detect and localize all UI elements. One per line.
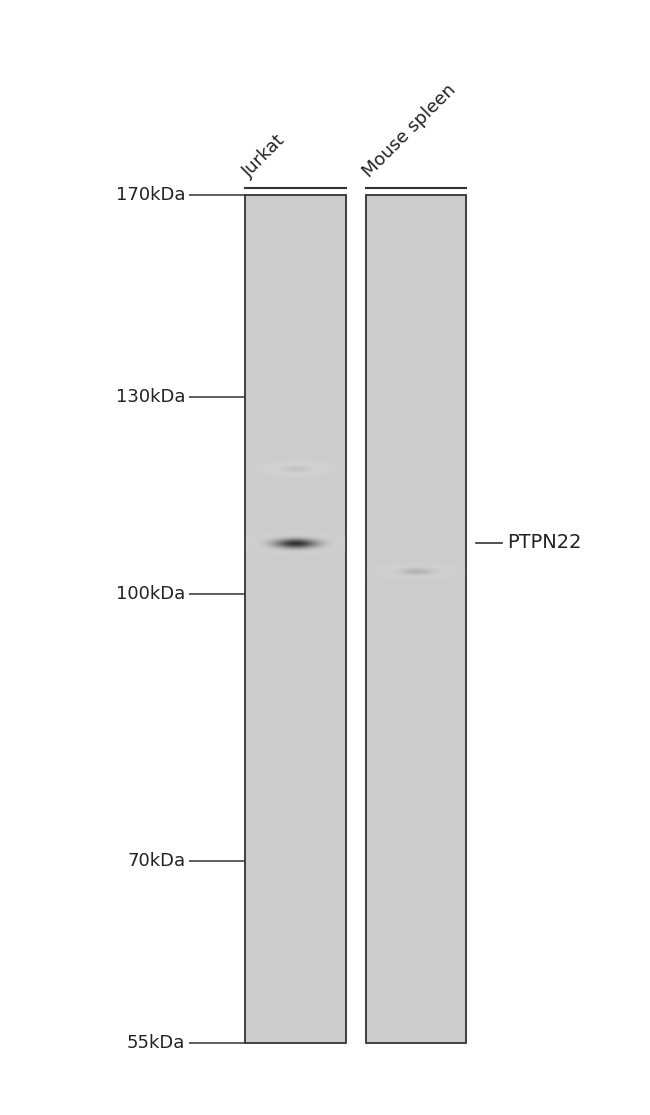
Text: PTPN22: PTPN22	[507, 533, 581, 552]
Text: 70kDa: 70kDa	[127, 853, 185, 871]
Text: Jurkat: Jurkat	[239, 130, 289, 181]
Text: 130kDa: 130kDa	[116, 388, 185, 406]
Text: 100kDa: 100kDa	[116, 584, 185, 602]
Bar	[365, 195, 467, 1043]
Text: 55kDa: 55kDa	[127, 1034, 185, 1051]
Bar	[246, 195, 346, 1043]
Text: 170kDa: 170kDa	[116, 186, 185, 204]
Text: Mouse spleen: Mouse spleen	[359, 80, 460, 181]
